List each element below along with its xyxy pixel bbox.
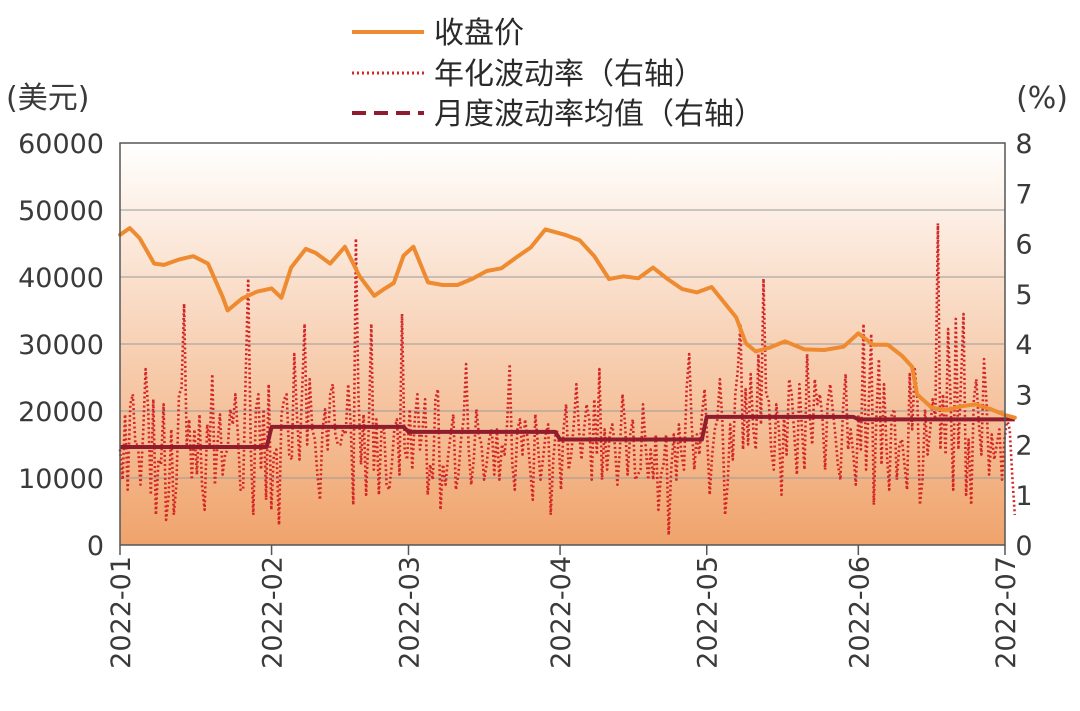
x-axis-ticks: 2022-01 2022-02 2022-03 2022-04 2022-05 2022-… <box>106 545 1022 669</box>
left-axis-ticks: 0 10000 20000 30000 40000 50000 60000 <box>18 129 104 562</box>
left-tick-label: 40000 <box>18 263 104 294</box>
legend-label-close: 收盘价 <box>434 16 524 51</box>
x-tick-label: 2022-07 <box>991 556 1022 669</box>
x-tick-label: 2022-06 <box>844 556 875 669</box>
right-tick-label: 6 <box>1015 230 1032 261</box>
left-axis-unit: (美元) <box>6 81 89 116</box>
right-tick-label: 7 <box>1015 179 1032 210</box>
series-volatility-line <box>118 222 1017 537</box>
legend: 收盘价 年化波动率（右轴） 月度波动率均值（右轴） <box>352 16 764 132</box>
right-tick-label: 8 <box>1015 129 1032 160</box>
right-axis-unit: (%) <box>1016 81 1068 116</box>
left-tick-label: 0 <box>87 531 104 562</box>
x-tick-label: 2022-03 <box>394 556 425 669</box>
right-tick-label: 5 <box>1015 280 1032 311</box>
left-tick-label: 60000 <box>18 129 104 160</box>
right-tick-label: 3 <box>1015 380 1032 411</box>
right-tick-label: 4 <box>1015 330 1032 361</box>
right-tick-label: 2 <box>1015 431 1032 462</box>
left-tick-label: 30000 <box>18 330 104 361</box>
x-tick-label: 2022-05 <box>693 556 724 669</box>
left-tick-label: 20000 <box>18 397 104 428</box>
legend-item-monthly-mean: 月度波动率均值（右轴） <box>352 97 764 132</box>
right-axis-ticks: 0 1 2 3 4 5 6 7 8 <box>1015 129 1032 562</box>
x-tick-label: 2022-01 <box>106 556 137 669</box>
legend-item-volatility: 年化波动率（右轴） <box>352 57 704 92</box>
series-close-line <box>118 226 1017 420</box>
legend-label-monthly-mean: 月度波动率均值（右轴） <box>434 97 764 132</box>
left-tick-label: 10000 <box>18 464 104 495</box>
x-tick-label: 2022-04 <box>546 556 577 669</box>
left-tick-label: 50000 <box>18 196 104 227</box>
plot-frame <box>119 142 1006 546</box>
right-tick-label: 0 <box>1015 531 1032 562</box>
series-monthly-mean-line <box>120 414 1015 449</box>
legend-item-close: 收盘价 <box>352 16 524 51</box>
series-layer <box>118 222 1017 537</box>
legend-label-volatility: 年化波动率（右轴） <box>434 57 704 92</box>
x-tick-label: 2022-02 <box>258 556 289 669</box>
right-tick-label: 1 <box>1015 481 1032 512</box>
